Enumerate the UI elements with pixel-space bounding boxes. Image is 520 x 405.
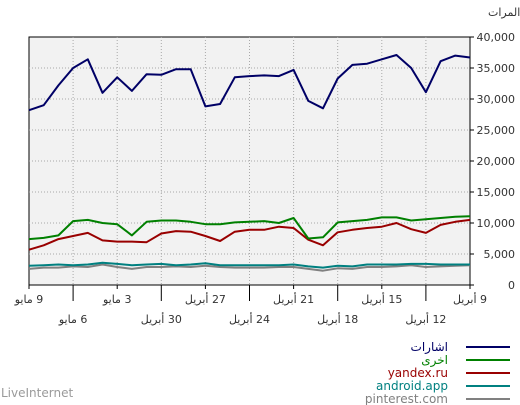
y-tick-label: 15,000 [477,186,516,199]
series-lines [28,54,471,272]
legend: اشاراتاخرىyandex.ruandroid.apppinterest.… [365,340,510,405]
series-line-pinterest-com [28,263,471,272]
x-tick-label: 9 أبريل [453,292,487,306]
y-tick-label: 35,000 [477,62,516,75]
y-tick-label: 20,000 [477,155,516,168]
series-line-android-app [28,261,470,269]
legend-label: اشارات [411,340,448,355]
x-tick-label: 18 أبريل [317,312,358,326]
x-tick-label: 30 أبريل [141,312,182,326]
x-tick-label: 3 مايو [102,293,131,306]
legend-label: اخرى [421,353,448,368]
x-tick-label: 12 أبريل [405,312,446,326]
x-tick-label: 6 مايو [58,313,87,326]
y-tick-label: 10,000 [477,217,516,230]
y-axis-label: المرات [488,6,520,19]
x-tick-label: 9 مايو [14,293,43,306]
series-line-yandex-ru [28,218,471,251]
legend-label: yandex.ru [388,366,448,380]
grid-lines [29,37,470,285]
y-tick-label: 5,000 [484,248,516,261]
y-tick-label: 40,000 [477,31,516,44]
series-line-- [28,215,471,241]
legend-label: android.app [376,379,448,393]
series-line-- [28,54,471,112]
y-tick-label: 30,000 [477,93,516,106]
legend-label: pinterest.com [365,392,448,405]
y-tick-label: 0 [508,279,515,292]
y-tick-label: 25,000 [477,124,516,137]
x-tick-label: 27 أبريل [185,292,226,306]
brand-label: LiveInternet [1,386,74,400]
x-tick-label: 21 أبريل [273,292,314,306]
y-axis-ticks: 0 5,000 10,000 15,000 20,000 25,000 30,000 35,0… [470,31,515,292]
x-tick-label: 24 أبريل [229,312,270,326]
x-tick-label: 15 أبريل [361,292,402,306]
